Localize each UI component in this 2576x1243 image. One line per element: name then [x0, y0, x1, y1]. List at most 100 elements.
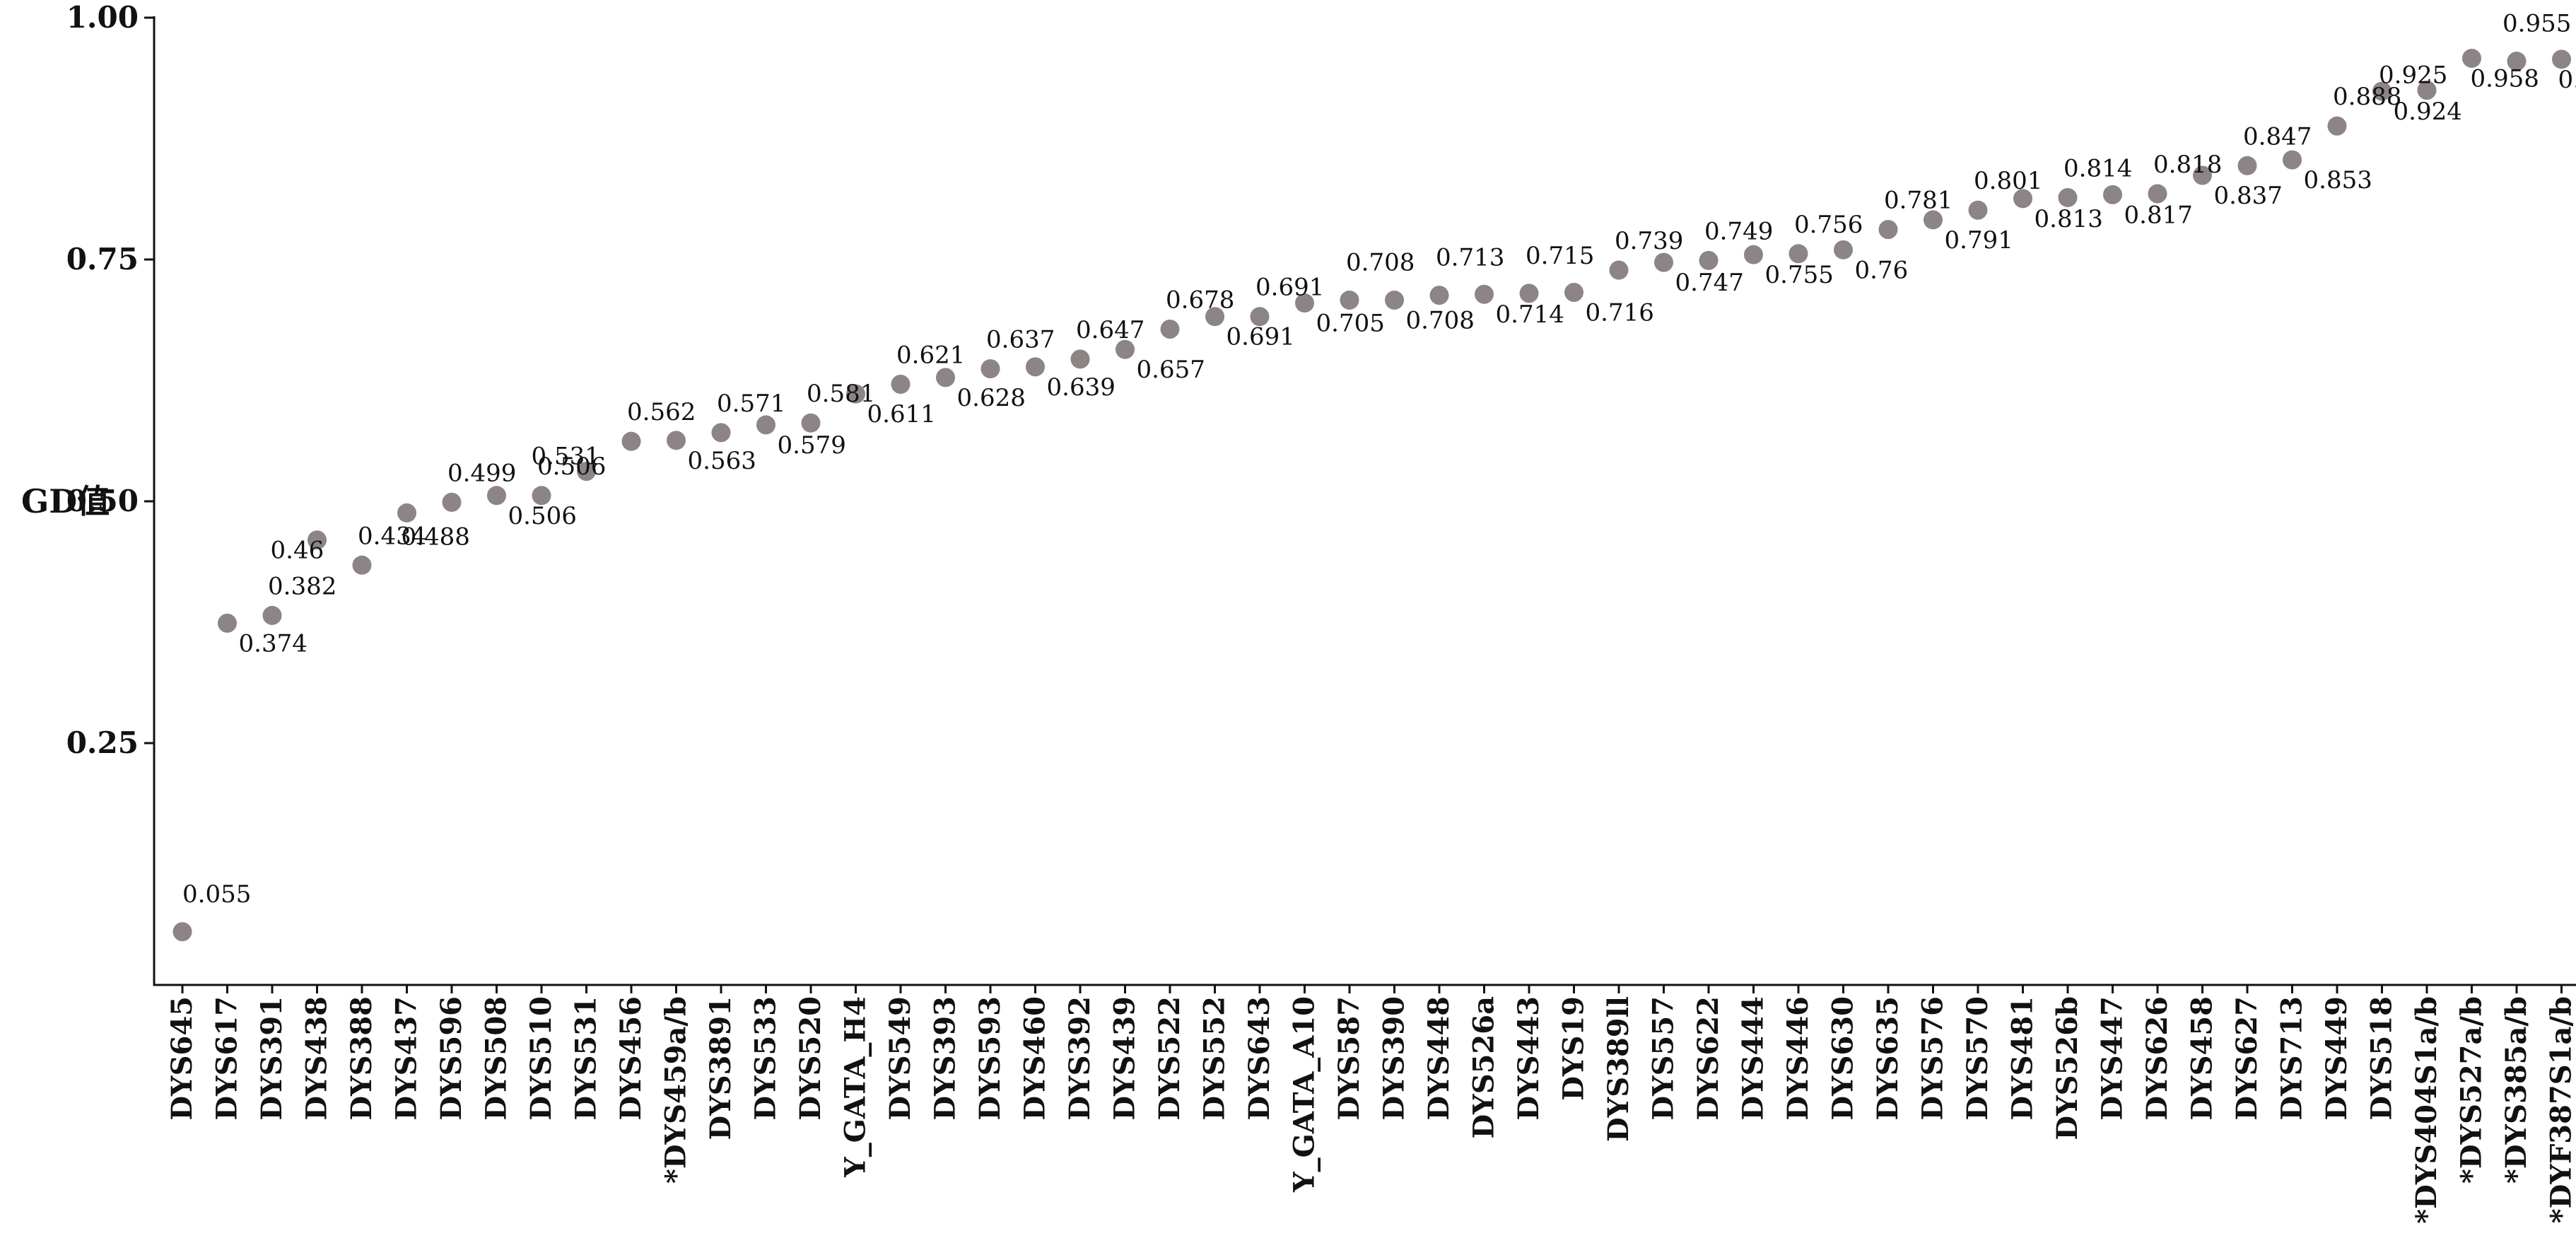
x-tick-label: Y_GATA_A10 [1288, 996, 1321, 1193]
data-point [1250, 307, 1270, 327]
data-label: 0.716 [1586, 299, 1654, 327]
data-label: 0.46 [271, 537, 324, 565]
x-tick-label: DYS552 [1198, 996, 1231, 1121]
x-tick-label: DYS533 [749, 996, 783, 1121]
y-tick-label: 0.25 [66, 725, 139, 760]
x-tick-label: DYS456 [614, 996, 648, 1121]
x-tick-label: DYS392 [1063, 996, 1096, 1121]
data-label: 0.562 [627, 398, 696, 426]
data-label: 0.637 [986, 326, 1055, 354]
data-point [397, 503, 416, 523]
x-tick-label: DYS444 [1737, 996, 1770, 1121]
data-label: 0.715 [1526, 242, 1594, 270]
x-tick-label: DYS549 [884, 996, 917, 1121]
x-axis: DYS645 DYS617 DYS391 DYS438 DYS388 DYS437 DYS5… [153, 984, 2576, 1224]
data-point [352, 555, 372, 575]
x-tick-label: DYS481 [2006, 996, 2039, 1121]
x-tick-label: DYS443 [1512, 996, 1545, 1121]
data-point [442, 492, 462, 512]
data-point [2103, 185, 2122, 204]
data-label: 0.925 [2379, 62, 2447, 90]
data-point [711, 423, 731, 443]
data-label: 0.531 [532, 443, 600, 471]
data-label: 0.434 [358, 522, 426, 550]
data-label: 0.571 [717, 390, 785, 418]
data-label: 0.957 [2558, 66, 2576, 94]
data-label: 0.647 [1076, 316, 1144, 344]
x-tick-label: DYS389ll [1602, 996, 1635, 1142]
x-tick-label: DYS460 [1019, 996, 1052, 1121]
x-tick-label: DYS576 [1916, 996, 1950, 1121]
x-tick-label: DYS522 [1153, 996, 1186, 1121]
data-label: 0.818 [2153, 151, 2222, 179]
x-tick-label: DYS437 [390, 996, 423, 1121]
data-point [846, 384, 865, 404]
x-tick-label: DYS630 [1827, 996, 1860, 1121]
data-label: 0.621 [896, 341, 965, 369]
data-label: 0.747 [1675, 269, 1744, 297]
data-label: 0.708 [1406, 306, 1475, 334]
x-tick-label: DYS526b [2051, 996, 2084, 1140]
x-tick-label: DYS520 [794, 996, 827, 1121]
data-label: 0.837 [2214, 182, 2283, 210]
x-tick-label: DYS557 [1647, 996, 1680, 1121]
data-point [1699, 250, 1719, 270]
x-tick-label: DYS526a [1468, 996, 1501, 1139]
x-tick-label: DYS570 [1961, 996, 1994, 1121]
data-label: 0.853 [2304, 166, 2372, 194]
x-tick-label: DYS438 [300, 996, 334, 1121]
data-point [1834, 240, 1853, 259]
data-label: 0.924 [2394, 98, 2462, 126]
data-label: 0.713 [1436, 244, 1504, 272]
data-point [1609, 260, 1629, 280]
data-label: 0.055 [182, 880, 251, 909]
data-point [2013, 189, 2032, 209]
data-point [1340, 290, 1359, 310]
data-label: 0.817 [2124, 201, 2193, 229]
data-point [1564, 283, 1583, 303]
x-tick-label: DYS449 [2320, 996, 2353, 1121]
data-point [980, 359, 1000, 379]
data-label: 0.739 [1615, 227, 1683, 255]
x-tick-label: DYS390 [1378, 996, 1411, 1121]
data-point [577, 462, 596, 482]
x-tick-label: DYS19 [1557, 996, 1591, 1101]
data-label: 0.506 [537, 453, 606, 481]
data-point [1924, 210, 1943, 230]
data-label: 0.708 [1346, 248, 1415, 276]
x-tick-label: DYS643 [1243, 996, 1276, 1121]
y-tick-label: 0.50 [66, 484, 139, 518]
data-point [2237, 156, 2257, 175]
y-tick-label: 0.75 [66, 242, 139, 276]
data-point [801, 413, 821, 433]
x-tick-label: DYS635 [1871, 996, 1904, 1121]
data-point [2417, 81, 2437, 100]
data-label: 0.499 [447, 459, 516, 487]
data-labels: 0.0550.3740.3820.460.4340.4880.4990.5060… [182, 10, 2576, 909]
data-point [1295, 293, 1314, 313]
data-point [1385, 290, 1404, 310]
data-label: 0.958 [2471, 64, 2539, 93]
data-label: 0.639 [1047, 373, 1116, 402]
x-tick-label: DYS587 [1333, 996, 1366, 1121]
data-point [1026, 357, 1045, 377]
x-tick-label: DYS626 [2141, 996, 2174, 1121]
data-point [2283, 150, 2302, 170]
data-point [2148, 184, 2167, 204]
x-tick-label: DYS596 [435, 996, 468, 1121]
y-axis-label: GD值 [21, 482, 110, 520]
data-label: 0.657 [1137, 356, 1205, 384]
data-point [2327, 116, 2347, 136]
x-tick-label: DYS510 [525, 996, 558, 1121]
data-point [1475, 284, 1494, 304]
y-tick-label: 1.00 [66, 0, 139, 35]
data-point [1429, 286, 1449, 305]
x-tick-label: DYS393 [929, 996, 962, 1121]
data-point [756, 415, 775, 435]
data-label: 0.756 [1794, 211, 1863, 239]
data-point [532, 486, 551, 506]
data-label: 0.714 [1496, 300, 1564, 329]
data-point [2507, 52, 2527, 71]
x-tick-label: DYS617 [211, 996, 244, 1121]
